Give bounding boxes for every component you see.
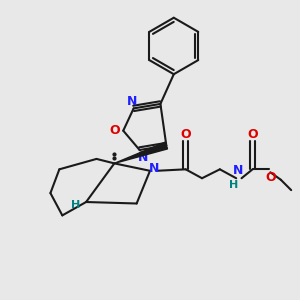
Text: O: O	[265, 171, 276, 184]
Text: H: H	[71, 200, 80, 210]
Text: H: H	[229, 180, 238, 190]
Text: O: O	[247, 128, 258, 141]
Text: O: O	[109, 124, 120, 137]
Text: N: N	[148, 162, 159, 175]
Polygon shape	[114, 142, 167, 164]
Text: N: N	[127, 95, 137, 108]
Text: O: O	[180, 128, 191, 141]
Text: N: N	[232, 164, 243, 177]
Text: N: N	[137, 151, 148, 164]
